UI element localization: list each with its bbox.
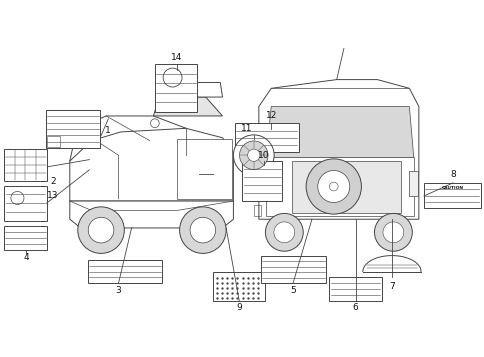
Circle shape — [273, 222, 294, 243]
Text: 12: 12 — [265, 111, 276, 120]
Text: 4: 4 — [23, 252, 29, 262]
Text: 1: 1 — [105, 126, 111, 135]
Polygon shape — [291, 161, 400, 213]
Text: 9: 9 — [236, 303, 242, 312]
Polygon shape — [70, 128, 233, 201]
Text: 2: 2 — [50, 177, 56, 186]
Circle shape — [305, 159, 361, 214]
Polygon shape — [70, 116, 186, 161]
Polygon shape — [266, 106, 413, 157]
Polygon shape — [70, 201, 233, 228]
Bar — [329, 277, 381, 301]
Text: 13: 13 — [47, 191, 59, 200]
Bar — [242, 161, 282, 201]
Bar — [423, 183, 480, 208]
Bar — [3, 149, 47, 181]
Circle shape — [374, 213, 411, 251]
Bar — [88, 260, 162, 283]
Bar — [3, 226, 47, 250]
Text: CAUTION: CAUTION — [440, 186, 462, 191]
Text: 8: 8 — [449, 170, 455, 178]
Circle shape — [317, 171, 349, 202]
Bar — [154, 64, 197, 112]
Bar — [260, 256, 326, 283]
Text: 5: 5 — [289, 286, 295, 295]
Text: 6: 6 — [352, 303, 358, 312]
Circle shape — [179, 207, 226, 253]
Text: 14: 14 — [171, 53, 182, 62]
Bar — [234, 123, 298, 152]
Circle shape — [382, 222, 403, 243]
Bar — [263, 171, 272, 196]
Circle shape — [190, 217, 215, 243]
Circle shape — [265, 213, 302, 251]
Circle shape — [329, 182, 337, 191]
Bar — [408, 171, 417, 196]
Polygon shape — [258, 80, 418, 219]
Polygon shape — [176, 139, 231, 199]
Circle shape — [88, 217, 114, 243]
Circle shape — [239, 141, 268, 170]
Circle shape — [247, 149, 259, 161]
Polygon shape — [266, 157, 413, 216]
Bar — [4, 186, 46, 221]
Bar — [253, 205, 260, 216]
Text: 7: 7 — [388, 282, 394, 291]
Text: 10: 10 — [257, 151, 269, 160]
Bar — [212, 272, 265, 301]
Bar — [46, 136, 60, 147]
Circle shape — [150, 119, 159, 127]
Text: 11: 11 — [240, 124, 252, 133]
Polygon shape — [159, 82, 222, 97]
Circle shape — [77, 207, 124, 253]
Text: 3: 3 — [115, 286, 121, 295]
Bar — [45, 110, 100, 148]
Circle shape — [233, 135, 273, 176]
Polygon shape — [153, 97, 222, 116]
